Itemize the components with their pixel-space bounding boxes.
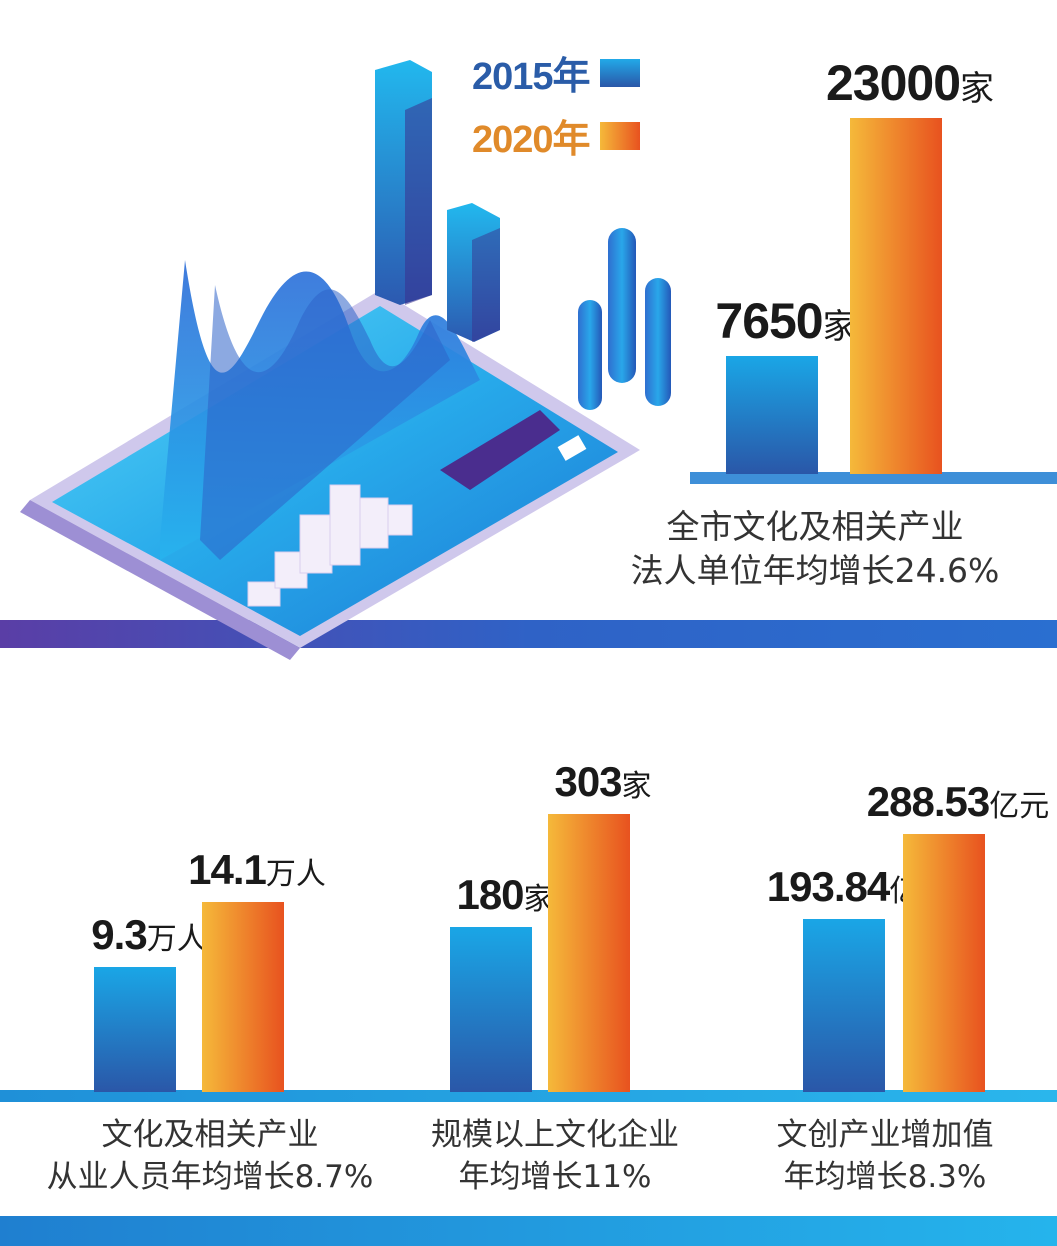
caption-4-line-1: 文创产业增加值 — [776, 1117, 994, 1153]
value-unit: 亿元 — [989, 789, 1050, 824]
caption-3-line-2: 年均增长11% — [458, 1159, 652, 1195]
value-number: 23000 — [825, 55, 961, 111]
tablet-screen — [52, 306, 618, 636]
footer-band — [0, 1216, 1057, 1246]
value-unit: 家 — [621, 769, 652, 804]
value-number: 193.84 — [766, 863, 890, 910]
caption-4-line-2: 年均增长8.3% — [783, 1159, 987, 1195]
bar-chart1-2015 — [726, 356, 818, 474]
caption-1-line-2: 法人单位年均增长24.6% — [630, 551, 1000, 590]
band-top — [0, 620, 1057, 648]
bar-chart4-2020 — [903, 834, 985, 1092]
tablet-illustration — [0, 60, 1057, 660]
legend-swatch-2020 — [599, 121, 640, 150]
caption-2-line-2: 从业人员年均增长8.7% — [46, 1159, 374, 1195]
value-number: 303 — [554, 758, 622, 805]
value-label-chart4-2020: 288.53亿元 — [867, 778, 1049, 826]
legend-label-2020: 2020年 — [472, 119, 591, 161]
legend-label-2015: 2015年 — [472, 56, 591, 98]
value-label-chart3-2015: 180家 — [456, 871, 553, 919]
bar-chart1-2020 — [850, 118, 942, 474]
caption-2-line-1: 文化及相关产业 — [101, 1117, 319, 1153]
caption-3-line-1: 规模以上文化企业 — [431, 1117, 679, 1153]
legend-item-2020: 2020年 — [472, 108, 640, 163]
value-label-chart2-2020: 14.1万人 — [188, 846, 326, 894]
bar-chart2-2015 — [94, 967, 176, 1092]
bar-chart4-2015 — [803, 919, 885, 1092]
value-number: 180 — [456, 871, 524, 918]
baseline-band — [0, 1090, 1057, 1102]
legend-item-2015: 2015年 — [472, 45, 640, 100]
value-number: 9.3 — [91, 911, 147, 958]
value-label-chart3-2020: 303家 — [554, 758, 651, 806]
value-label-chart2-2015: 9.3万人 — [91, 911, 206, 959]
caption-chart-3: 规模以上文化企业 年均增长11% — [400, 1114, 710, 1198]
bar-chart2-2020 — [202, 902, 284, 1092]
value-unit: 家 — [960, 69, 995, 109]
value-label-chart1-2015: 7650家 — [715, 292, 856, 350]
value-unit: 万人 — [265, 857, 326, 892]
bar-chart3-2015 — [450, 927, 532, 1092]
caption-chart-1: 全市文化及相关产业 法人单位年均增长24.6% — [605, 505, 1025, 593]
caption-chart-2: 文化及相关产业 从业人员年均增长8.7% — [40, 1114, 380, 1198]
value-number: 7650 — [715, 293, 823, 349]
value-label-chart1-2020: 23000家 — [826, 54, 994, 112]
caption-1-line-1: 全市文化及相关产业 — [666, 507, 964, 546]
legend-swatch-2015 — [599, 58, 640, 87]
value-number: 14.1 — [188, 846, 267, 893]
value-number: 288.53 — [866, 778, 990, 825]
bar-chart3-2020 — [548, 814, 630, 1092]
caption-chart-4: 文创产业增加值 年均增长8.3% — [735, 1114, 1035, 1198]
value-unit: 万人 — [146, 922, 207, 957]
